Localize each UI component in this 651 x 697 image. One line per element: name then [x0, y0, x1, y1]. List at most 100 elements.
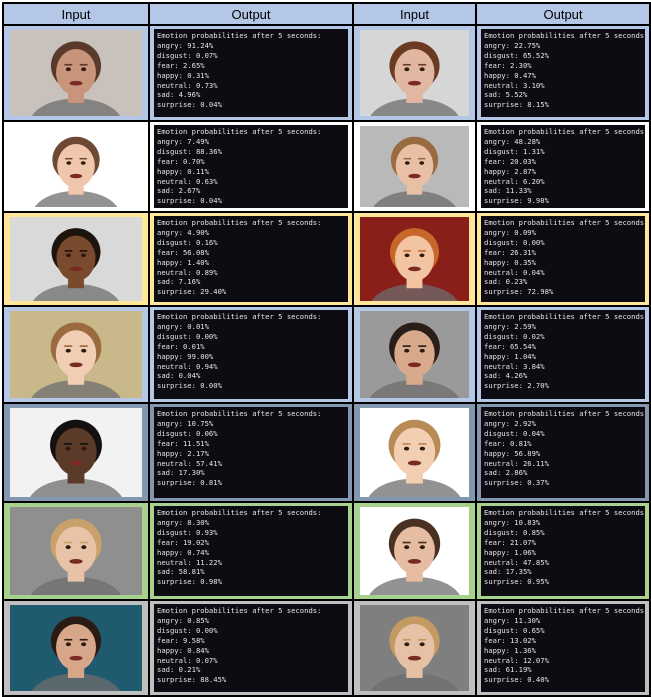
- emotion-probability-line: surprise: 0.00%: [157, 381, 222, 391]
- output-cell: Emotion probabilities after 5 seconds: an…: [476, 306, 650, 403]
- sad-boy-photo: [10, 507, 142, 595]
- emotion-probability-line: sad: 0.23%: [484, 277, 528, 287]
- emotion-probability-line: fear: 0.01%: [157, 341, 205, 351]
- input-photo-cell: [353, 600, 476, 696]
- emotion-probability-line: fear: 0.81%: [484, 438, 532, 448]
- table-row: Emotion probabilities after 5 seconds: an…: [3, 306, 650, 403]
- emotion-probability-line: happy: 99.00%: [157, 351, 214, 361]
- emotion-probability-line: angry: 4.90%: [157, 227, 209, 237]
- table-row: Emotion probabilities after 5 seconds: an…: [3, 212, 650, 306]
- input-photo-cell: [353, 212, 476, 306]
- emotion-probability-line: fear: 21.07%: [484, 537, 536, 547]
- emotion-output-panel: Emotion probabilities after 5 seconds: an…: [154, 216, 348, 302]
- emotion-probability-line: sad: 2.67%: [157, 186, 201, 196]
- emotion-probability-line: fear: 56.08%: [157, 247, 209, 257]
- emotion-probability-line: surprise: 8.15%: [484, 100, 549, 110]
- emotion-probability-line: surprise: 72.98%: [484, 287, 554, 297]
- input-photo-cell: [3, 502, 149, 600]
- emotion-probability-line: neutral: 0.63%: [157, 176, 218, 186]
- table-row: Emotion probabilities after 5 seconds: an…: [3, 600, 650, 696]
- emotion-probability-line: happy: 1.36%: [484, 645, 536, 655]
- emotion-probability-line: happy: 0.31%: [157, 70, 209, 80]
- emotion-probability-line: neutral: 12.07%: [484, 655, 549, 665]
- emotion-probability-line: neutral: 11.22%: [157, 557, 222, 567]
- input-photo-cell: [353, 502, 476, 600]
- header-output-2: Output: [476, 3, 650, 25]
- emotion-probability-line: surprise: 0.37%: [484, 478, 549, 488]
- angry-bald-man-photo: [10, 30, 142, 116]
- input-photo-cell: [353, 306, 476, 403]
- emotion-probability-line: disgust: 0.06%: [157, 428, 218, 438]
- output-title: Emotion probabilities after 5 seconds:: [484, 127, 645, 136]
- emotion-output-panel: Emotion probabilities after 5 seconds: an…: [154, 125, 348, 208]
- output-title: Emotion probabilities after 5 seconds:: [157, 218, 322, 227]
- table-row: Emotion probabilities after 5 seconds: an…: [3, 502, 650, 600]
- emotion-probability-line: neutral: 0.04%: [484, 267, 545, 277]
- scared-man-photo: [10, 217, 142, 301]
- emotion-output-panel: Emotion probabilities after 5 seconds: an…: [154, 29, 348, 117]
- emotion-probability-line: sad: 4.26%: [484, 371, 528, 381]
- surprised-boy-photo: [360, 217, 469, 301]
- emotion-probability-line: surprise: 0.95%: [484, 577, 549, 587]
- emotion-output-panel: Emotion probabilities after 5 seconds: an…: [154, 506, 348, 596]
- emotion-probability-line: sad: 0.04%: [157, 371, 201, 381]
- emotion-probability-line: happy: 2.87%: [484, 166, 536, 176]
- emotion-output-panel: Emotion probabilities after 5 seconds: an…: [154, 407, 348, 498]
- table-row: Emotion probabilities after 5 seconds: an…: [3, 25, 650, 121]
- sad-child-photo: [360, 605, 469, 691]
- emotion-probability-line: happy: 1.04%: [484, 351, 536, 361]
- emotion-probability-line: disgust: 0.04%: [484, 428, 545, 438]
- emotion-probability-line: neutral: 6.20%: [484, 176, 545, 186]
- emotion-probability-line: fear: 11.51%: [157, 438, 209, 448]
- emotion-probability-line: angry: 2.59%: [484, 321, 536, 331]
- emotion-probability-line: angry: 0.01%: [157, 321, 209, 331]
- emotion-probability-line: angry: 0.85%: [157, 615, 209, 625]
- header-input-2: Input: [353, 3, 476, 25]
- emotion-probability-line: angry: 7.49%: [157, 136, 209, 146]
- input-photo-cell: [353, 403, 476, 502]
- emotion-probability-line: sad: 17.30%: [157, 468, 205, 478]
- emotion-probability-line: happy: 2.17%: [157, 448, 209, 458]
- emotion-output-panel: Emotion probabilities after 5 seconds: an…: [481, 216, 645, 302]
- output-cell: Emotion probabilities after 5 seconds: an…: [149, 502, 353, 600]
- screaming-boy-photo: [360, 126, 469, 207]
- emotion-probability-line: happy: 1.40%: [157, 257, 209, 267]
- emotion-probability-line: angry: 0.09%: [484, 227, 536, 237]
- emotion-probability-line: angry: 22.75%: [484, 40, 541, 50]
- emotion-probability-line: neutral: 47.85%: [484, 557, 549, 567]
- output-cell: Emotion probabilities after 5 seconds: an…: [149, 600, 353, 696]
- emotion-probability-line: surprise: 88.45%: [157, 675, 227, 685]
- emotion-probability-line: happy: 0.35%: [484, 257, 536, 267]
- emotion-probability-line: sad: 58.81%: [157, 567, 205, 577]
- emotion-probability-line: sad: 11.33%: [484, 186, 532, 196]
- output-cell: Emotion probabilities after 5 seconds: an…: [476, 502, 650, 600]
- emotion-probability-line: angry: 48.28%: [484, 136, 541, 146]
- output-cell: Emotion probabilities after 5 seconds: an…: [149, 25, 353, 121]
- input-photo-cell: [353, 25, 476, 121]
- emotion-probability-line: disgust: 65.52%: [484, 50, 549, 60]
- emotion-probability-line: neutral: 0.07%: [157, 655, 218, 665]
- output-cell: Emotion probabilities after 5 seconds: an…: [149, 306, 353, 403]
- table-row: Emotion probabilities after 5 seconds: an…: [3, 121, 650, 212]
- input-photo-cell: [3, 121, 149, 212]
- emotion-probability-line: surprise: 29.40%: [157, 287, 227, 297]
- emotion-probability-line: neutral: 0.94%: [157, 361, 218, 371]
- emotion-output-panel: Emotion probabilities after 5 seconds: an…: [481, 125, 645, 208]
- emotion-probability-line: sad: 0.21%: [157, 665, 201, 675]
- output-cell: Emotion probabilities after 5 seconds: an…: [149, 212, 353, 306]
- input-photo-cell: [3, 306, 149, 403]
- emotion-probability-line: angry: 10.83%: [484, 517, 541, 527]
- output-cell: Emotion probabilities after 5 seconds: an…: [476, 212, 650, 306]
- emotion-probability-line: disgust: 0.02%: [484, 331, 545, 341]
- shocked-man-photo: [10, 605, 142, 691]
- emotion-output-panel: Emotion probabilities after 5 seconds: an…: [154, 604, 348, 692]
- emotion-probability-line: sad: 4.96%: [157, 90, 201, 100]
- emotion-probability-line: angry: 11.30%: [484, 615, 541, 625]
- emotion-probability-line: angry: 10.75%: [157, 418, 214, 428]
- emotion-probability-line: surprise: 0.81%: [157, 478, 222, 488]
- emotion-probability-line: disgust: 88.36%: [157, 146, 222, 156]
- emotion-probability-line: surprise: 0.98%: [157, 577, 222, 587]
- emotion-probability-line: surprise: 0.04%: [157, 196, 222, 206]
- emotion-probability-line: disgust: 0.00%: [484, 237, 545, 247]
